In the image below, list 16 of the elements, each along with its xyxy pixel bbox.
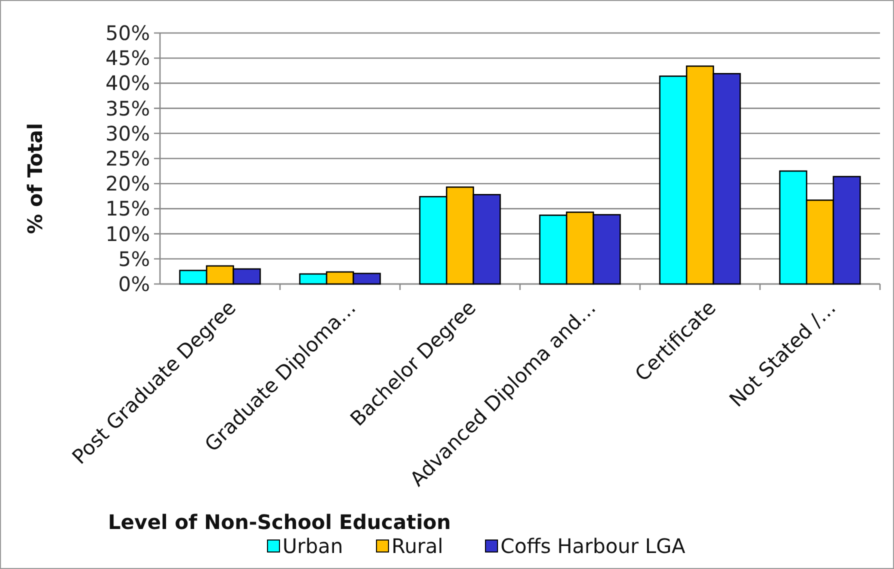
y-tick-label: 25% bbox=[106, 146, 150, 170]
y-tick-label: 10% bbox=[106, 222, 150, 246]
y-tick-label: 20% bbox=[106, 172, 150, 196]
legend-label: Rural bbox=[392, 534, 444, 558]
legend-label: Urban bbox=[282, 534, 343, 558]
y-tick-label: 45% bbox=[106, 46, 150, 70]
y-tick-label: 5% bbox=[118, 246, 150, 271]
y-tick-label: 50% bbox=[106, 21, 150, 45]
legend-label: Coffs Harbour LGA bbox=[500, 534, 686, 558]
y-axis-title: % of Total bbox=[23, 122, 47, 234]
y-tick-label: 15% bbox=[106, 196, 150, 221]
y-tick-label: 30% bbox=[106, 121, 150, 146]
y-tick-label: 40% bbox=[106, 71, 150, 96]
x-axis-title: Level of Non-School Education bbox=[108, 510, 451, 534]
y-tick-label: 35% bbox=[106, 96, 150, 120]
y-tick-label: 0% bbox=[118, 272, 150, 296]
